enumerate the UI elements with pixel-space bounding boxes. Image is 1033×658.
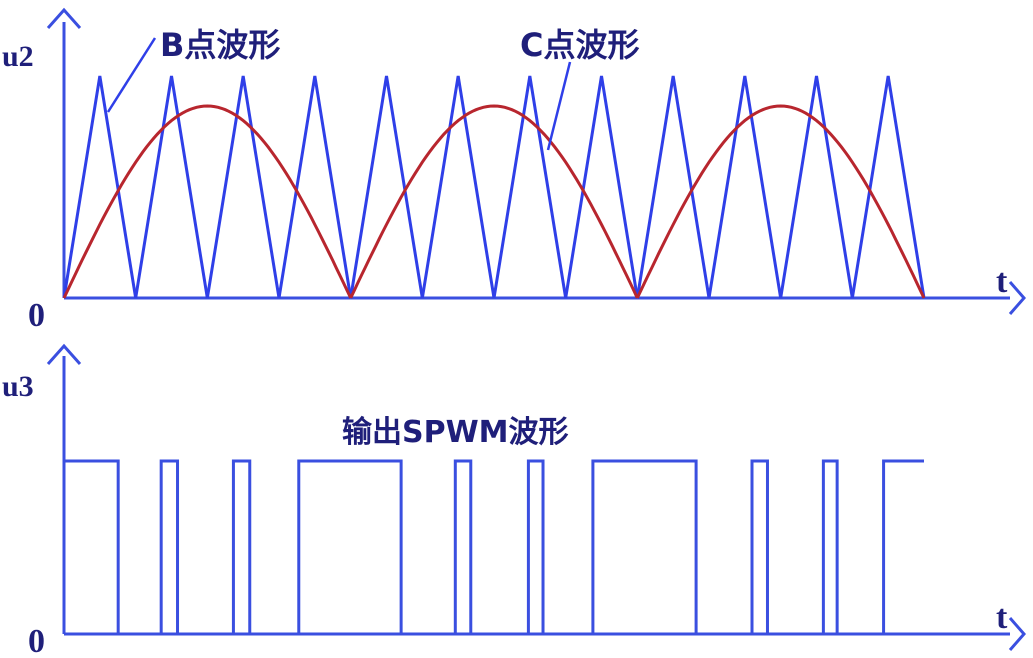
label-c-waveform: C点波形 bbox=[520, 26, 640, 64]
bottom-y-label: u3 bbox=[2, 370, 34, 403]
bottom-origin-label: 0 bbox=[28, 623, 45, 658]
carrier-triangle bbox=[134, 75, 209, 299]
carrier-triangle bbox=[850, 75, 926, 299]
sine-modulating-wave bbox=[62, 104, 926, 299]
carrier-triangle bbox=[420, 75, 496, 299]
carrier-triangle bbox=[707, 75, 783, 299]
carrier-triangle-wave bbox=[62, 75, 926, 299]
top-x-arrow bbox=[1008, 281, 1026, 315]
carrier-triangle bbox=[564, 75, 639, 299]
carrier-triangle bbox=[635, 75, 711, 299]
top-x-label: t bbox=[996, 263, 1008, 300]
carrier-triangle bbox=[277, 75, 353, 299]
label-c-pointer bbox=[546, 61, 572, 151]
top-y-label: u2 bbox=[2, 40, 34, 73]
bottom-x-label: t bbox=[996, 599, 1008, 636]
spwm-pulse-train bbox=[64, 459, 924, 636]
label-b-waveform: B点波形 bbox=[160, 26, 280, 64]
top-y-arrow bbox=[46, 7, 82, 29]
carrier-triangle bbox=[62, 75, 138, 299]
spwm-title: 输出SPWM波形 bbox=[342, 415, 569, 450]
carrier-triangle bbox=[492, 75, 568, 299]
carrier-triangle bbox=[779, 75, 854, 299]
sine-halfwave bbox=[635, 104, 926, 299]
sine-halfwave bbox=[62, 104, 353, 299]
bottom-y-arrow bbox=[46, 343, 82, 365]
carrier-triangle bbox=[349, 75, 424, 299]
spwm-pulse-path bbox=[64, 459, 924, 636]
bottom-x-arrow bbox=[1008, 617, 1026, 651]
label-b-pointer bbox=[106, 37, 157, 113]
carrier-triangle bbox=[205, 75, 281, 299]
sine-halfwave bbox=[349, 104, 639, 299]
bottom-axes bbox=[46, 343, 1026, 651]
top-origin-label: 0 bbox=[28, 297, 45, 334]
